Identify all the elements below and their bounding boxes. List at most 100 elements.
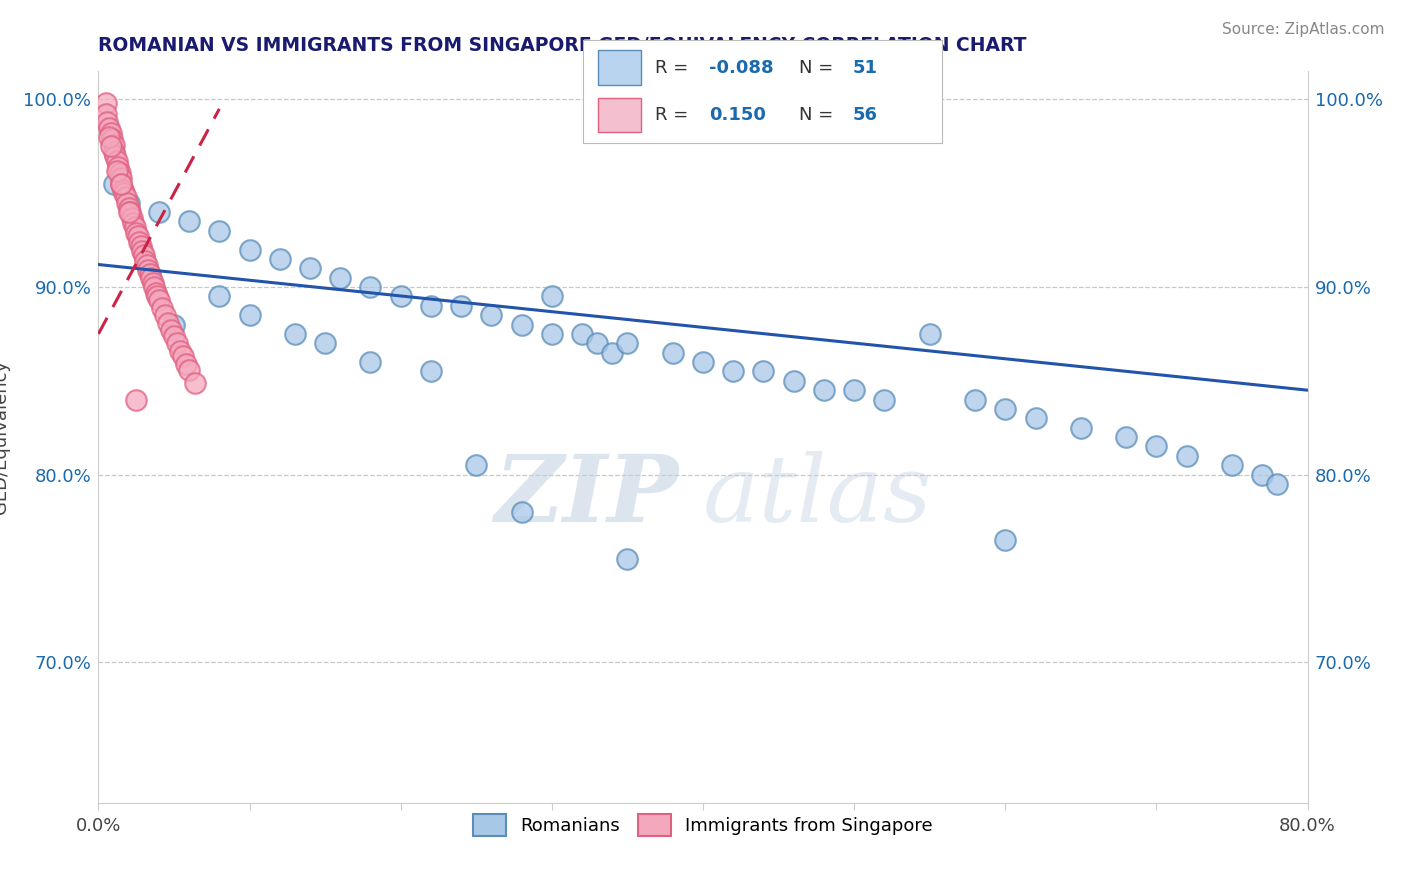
- Point: [139, 267, 162, 281]
- Point: [125, 392, 148, 407]
- Point: [121, 211, 143, 225]
- Point: [107, 160, 129, 174]
- Point: [179, 362, 201, 376]
- Point: [616, 336, 638, 351]
- Point: [160, 323, 183, 337]
- Point: [1115, 430, 1137, 444]
- Point: [101, 132, 124, 146]
- Point: [174, 357, 197, 371]
- Point: [510, 505, 533, 519]
- Point: [752, 364, 775, 378]
- Point: [104, 149, 127, 163]
- Point: [134, 253, 156, 268]
- Point: [540, 326, 562, 341]
- Point: [125, 226, 148, 240]
- Point: [510, 318, 533, 332]
- Point: [132, 248, 155, 262]
- Point: [166, 336, 188, 351]
- Point: [844, 383, 866, 397]
- Point: [142, 277, 165, 291]
- Point: [994, 533, 1017, 548]
- Text: atlas: atlas: [703, 450, 932, 541]
- Point: [98, 130, 121, 145]
- Bar: [598, 50, 641, 86]
- Point: [299, 261, 322, 276]
- Point: [98, 120, 121, 135]
- Point: [1267, 477, 1289, 491]
- Point: [150, 301, 173, 315]
- Point: [172, 350, 194, 364]
- Text: Source: ZipAtlas.com: Source: ZipAtlas.com: [1222, 22, 1385, 37]
- Point: [118, 205, 141, 219]
- Point: [110, 177, 132, 191]
- Point: [284, 326, 307, 341]
- Point: [994, 401, 1017, 416]
- Point: [103, 177, 125, 191]
- Point: [179, 214, 201, 228]
- Point: [783, 374, 806, 388]
- Point: [269, 252, 291, 266]
- Text: ZIP: ZIP: [495, 450, 679, 541]
- Point: [103, 145, 125, 159]
- Point: [723, 364, 745, 378]
- Text: R =: R =: [655, 106, 689, 124]
- Point: [115, 195, 138, 210]
- Point: [94, 96, 117, 111]
- Point: [360, 280, 382, 294]
- Point: [1175, 449, 1198, 463]
- Point: [96, 115, 118, 129]
- Point: [239, 243, 262, 257]
- Point: [481, 308, 503, 322]
- Point: [118, 195, 141, 210]
- Y-axis label: GED/Equivalency: GED/Equivalency: [0, 360, 10, 514]
- Point: [169, 343, 191, 358]
- Point: [329, 270, 352, 285]
- Point: [136, 263, 159, 277]
- Point: [163, 318, 186, 332]
- Point: [602, 345, 624, 359]
- Point: [141, 270, 163, 285]
- Point: [389, 289, 412, 303]
- Point: [239, 308, 262, 322]
- Point: [540, 289, 562, 303]
- Point: [100, 139, 122, 153]
- Bar: [598, 97, 641, 132]
- Point: [118, 201, 141, 215]
- Point: [184, 376, 207, 390]
- Text: R =: R =: [655, 59, 689, 77]
- Point: [1251, 467, 1274, 482]
- Point: [692, 355, 714, 369]
- Legend: Romanians, Immigrants from Singapore: Romanians, Immigrants from Singapore: [464, 805, 942, 845]
- Point: [135, 258, 157, 272]
- Point: [208, 289, 231, 303]
- Point: [145, 285, 167, 300]
- Text: N =: N =: [799, 106, 832, 124]
- Point: [156, 316, 179, 330]
- Point: [1144, 440, 1167, 454]
- Text: N =: N =: [799, 59, 832, 77]
- Text: 0.150: 0.150: [709, 106, 766, 124]
- Point: [143, 280, 166, 294]
- Point: [465, 458, 488, 473]
- Point: [1220, 458, 1243, 473]
- Point: [965, 392, 987, 407]
- Text: 51: 51: [852, 59, 877, 77]
- Text: 56: 56: [852, 106, 877, 124]
- Point: [120, 205, 142, 219]
- Point: [105, 163, 128, 178]
- Point: [571, 326, 593, 341]
- Point: [450, 299, 472, 313]
- Point: [208, 224, 231, 238]
- Point: [110, 177, 132, 191]
- Point: [129, 239, 152, 253]
- Point: [128, 235, 150, 249]
- Point: [616, 552, 638, 566]
- Point: [108, 166, 131, 180]
- Point: [360, 355, 382, 369]
- Point: [873, 392, 896, 407]
- Point: [314, 336, 336, 351]
- Point: [163, 328, 186, 343]
- Point: [122, 216, 145, 230]
- Point: [112, 186, 135, 201]
- Point: [148, 293, 170, 308]
